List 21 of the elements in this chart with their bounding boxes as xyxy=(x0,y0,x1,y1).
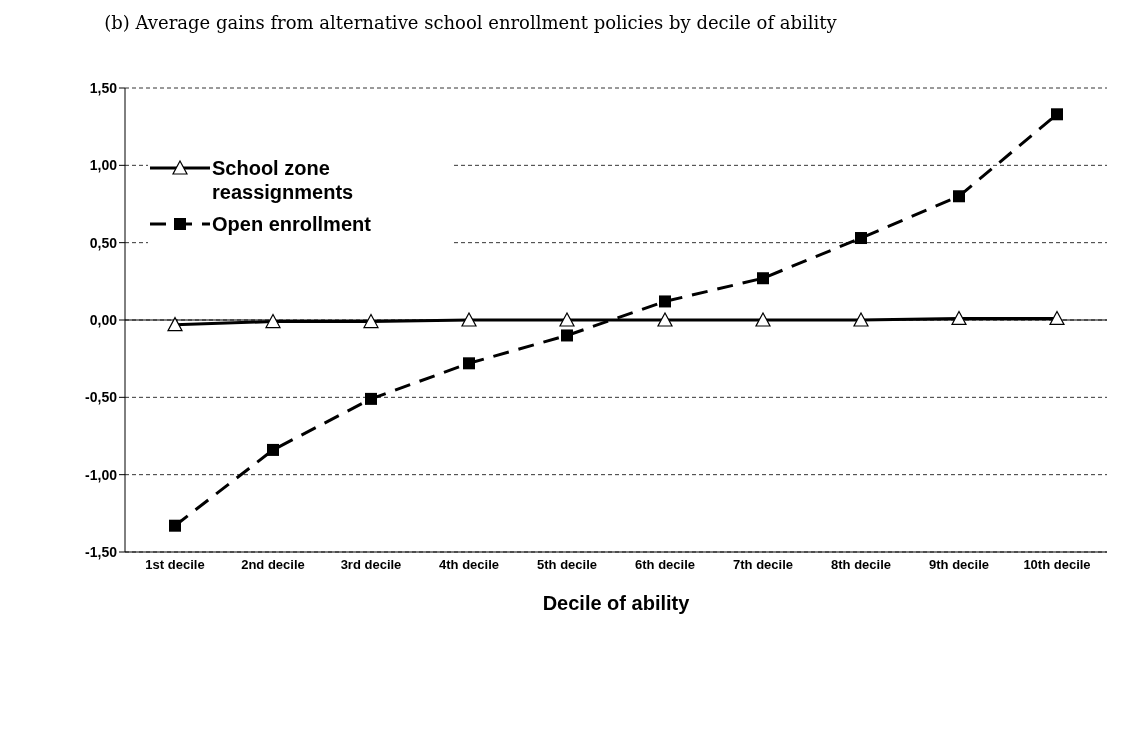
y-tick-label: 1,00 xyxy=(89,157,118,174)
y-tick-label: 0,50 xyxy=(89,234,118,251)
x-tick-label: 1st decile xyxy=(145,557,205,573)
x-tick-label: 10th decile xyxy=(1023,557,1091,573)
x-tick-label: 6th decile xyxy=(635,557,695,573)
y-tick-label: -1,50 xyxy=(85,543,118,560)
x-tick-label: 7th decile xyxy=(733,557,793,573)
y-tick-label: 0,00 xyxy=(89,311,118,328)
y-tick-label: 1,50 xyxy=(89,79,118,96)
legend-label: Open enrollment xyxy=(212,212,371,236)
x-tick-label: 5th decile xyxy=(537,557,597,573)
y-tick-label: -0,50 xyxy=(85,389,118,406)
x-tick-label: 8th decile xyxy=(831,557,891,573)
y-tick-label: -1,00 xyxy=(85,466,118,483)
x-tick-label: 3rd decile xyxy=(340,557,402,573)
x-tick-label: 9th decile xyxy=(929,557,989,573)
chart-title: (b) Average gains from alternative school enrollment policies by decile of ability xyxy=(103,11,838,35)
legend-label: School zone reassignments xyxy=(212,156,355,204)
x-tick-label: 4th decile xyxy=(439,557,499,573)
x-tick-label: 2nd decile xyxy=(241,557,305,573)
x-axis-title: Decile of ability xyxy=(542,592,691,614)
